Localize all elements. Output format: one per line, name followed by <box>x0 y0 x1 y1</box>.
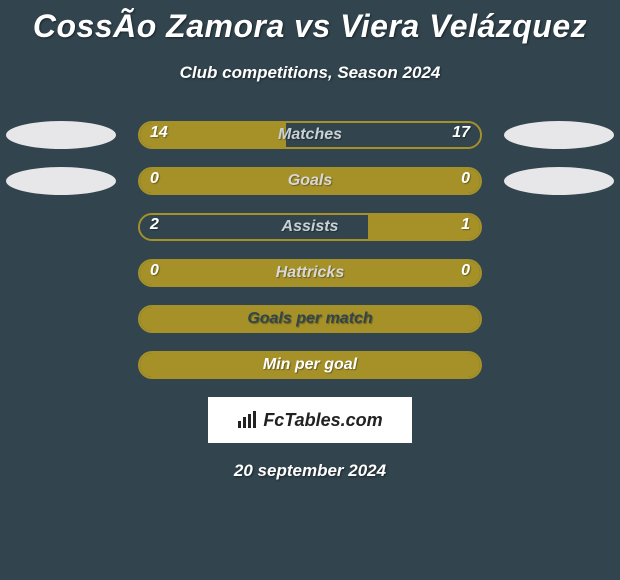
stat-row: Assists2 1 <box>0 213 620 241</box>
logo-box: FcTables.com <box>208 397 412 443</box>
comparison-title: CossÃ­o Zamora vs Viera Velázquez <box>0 0 620 45</box>
stat-bar-track: Min per goal <box>138 351 482 379</box>
stat-row: Min per goal <box>0 351 620 379</box>
stat-label: Min per goal <box>140 356 480 374</box>
stat-value-left: 0 <box>150 262 159 280</box>
logo: FcTables.com <box>237 410 382 431</box>
stat-row: Goals per match <box>0 305 620 333</box>
stat-value-right: 0 <box>461 262 470 280</box>
stat-value-right: 17 <box>452 124 470 142</box>
stat-value-right: 0 <box>461 170 470 188</box>
chart-icon <box>237 411 259 429</box>
stat-bar-track: Matches <box>138 121 482 149</box>
stat-bar-track: Hattricks <box>138 259 482 287</box>
stat-value-left: 0 <box>150 170 159 188</box>
stat-bar-track: Assists <box>138 213 482 241</box>
player-ellipse-left <box>6 167 116 195</box>
stat-label: Goals <box>140 172 480 190</box>
player-ellipse-right <box>504 167 614 195</box>
stat-label: Matches <box>140 126 480 144</box>
stat-value-left: 2 <box>150 216 159 234</box>
stats-container: Matches1417Goals00Assists21Hattricks00Go… <box>0 121 620 379</box>
stat-value-left: 14 <box>150 124 168 142</box>
date-label: 20 september 2024 <box>0 461 620 481</box>
logo-text: FcTables.com <box>263 410 382 431</box>
stat-label: Hattricks <box>140 264 480 282</box>
stat-bar-track: Goals per match <box>138 305 482 333</box>
stat-row: Matches14 17 <box>0 121 620 149</box>
player-ellipse-right <box>504 121 614 149</box>
stat-value-right: 1 <box>461 216 470 234</box>
stat-label: Goals per match <box>140 310 480 328</box>
stat-row: Hattricks0 0 <box>0 259 620 287</box>
player-ellipse-left <box>6 121 116 149</box>
stat-label: Assists <box>140 218 480 236</box>
stat-row: Goals0 0 <box>0 167 620 195</box>
stat-bar-track: Goals <box>138 167 482 195</box>
season-subtitle: Club competitions, Season 2024 <box>0 63 620 83</box>
